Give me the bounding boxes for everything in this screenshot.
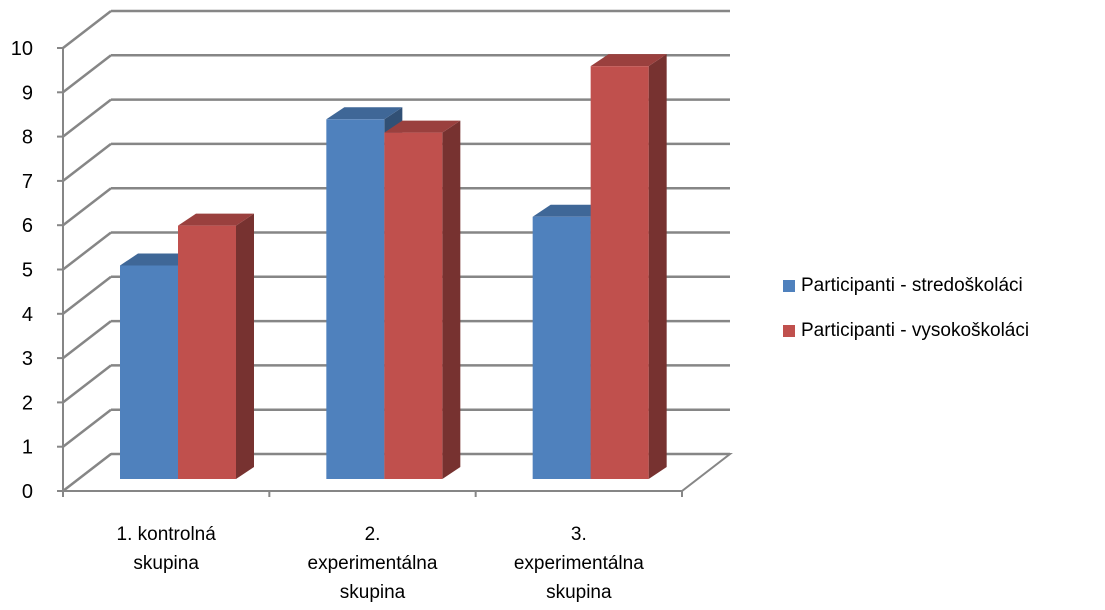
legend-item-vysokoskolaci: Participanti - vysokoškoláci bbox=[783, 319, 1029, 343]
y-tick-label: 1 bbox=[22, 437, 33, 459]
y-tick-label: 2 bbox=[22, 392, 33, 414]
bar bbox=[384, 132, 443, 479]
bar bbox=[326, 119, 385, 479]
bar-side bbox=[236, 213, 254, 479]
y-tick-label: 3 bbox=[22, 348, 33, 370]
bar bbox=[590, 66, 649, 480]
x-tick-label: 1. kontrolná skupina bbox=[117, 524, 217, 574]
legend-item-stredoskolaci: Participanti - stredoškoláci bbox=[783, 274, 1029, 298]
gridline-side bbox=[62, 231, 112, 271]
gridline-side bbox=[62, 54, 112, 94]
gridline-side bbox=[62, 187, 112, 227]
y-tick-label: 8 bbox=[22, 127, 33, 149]
y-tick-label: 4 bbox=[22, 304, 33, 326]
y-tick-label: 6 bbox=[22, 215, 33, 237]
bar-top bbox=[326, 107, 403, 120]
x-axis: 1. kontrolná skupina 2. experimentálna skupi… bbox=[62, 491, 683, 603]
y-tick-label: 0 bbox=[22, 481, 33, 503]
legend-label: Participanti - vysokoškoláci bbox=[801, 320, 1030, 341]
y-tick-label: 5 bbox=[22, 260, 33, 282]
gridline-side bbox=[62, 408, 112, 448]
bar bbox=[120, 265, 178, 479]
legend: Participanti - stredoškoláci Participant… bbox=[783, 274, 1029, 364]
bar bbox=[532, 216, 591, 479]
x-tick-label: 3. experimentálna skupina bbox=[514, 524, 644, 603]
bar-top bbox=[120, 253, 196, 266]
bar-top bbox=[178, 213, 254, 226]
y-axis-ticks: 0 1 2 3 4 5 6 7 8 9 10 bbox=[11, 38, 63, 503]
bar-side bbox=[648, 54, 667, 480]
legend-swatch-blue bbox=[783, 280, 795, 292]
bar-top bbox=[590, 54, 667, 67]
bars bbox=[120, 54, 667, 480]
y-tick-label: 9 bbox=[22, 82, 33, 104]
bar-top bbox=[384, 120, 461, 133]
gridline-side bbox=[62, 98, 112, 138]
gridline-side bbox=[62, 320, 112, 360]
y-tick-label: 10 bbox=[11, 38, 33, 60]
gridline-side bbox=[62, 142, 112, 182]
legend-label: Participanti - stredoškoláci bbox=[801, 275, 1023, 296]
bar-side bbox=[442, 120, 461, 479]
gridline-side bbox=[62, 364, 112, 404]
gridline-side bbox=[62, 10, 112, 49]
bar bbox=[178, 225, 236, 479]
bar-top bbox=[532, 204, 609, 217]
legend-swatch-red bbox=[783, 325, 795, 337]
y-tick-label: 7 bbox=[22, 171, 33, 193]
gridline-side bbox=[62, 275, 112, 315]
x-tick-label: 2. experimentálna skupina bbox=[308, 524, 438, 603]
